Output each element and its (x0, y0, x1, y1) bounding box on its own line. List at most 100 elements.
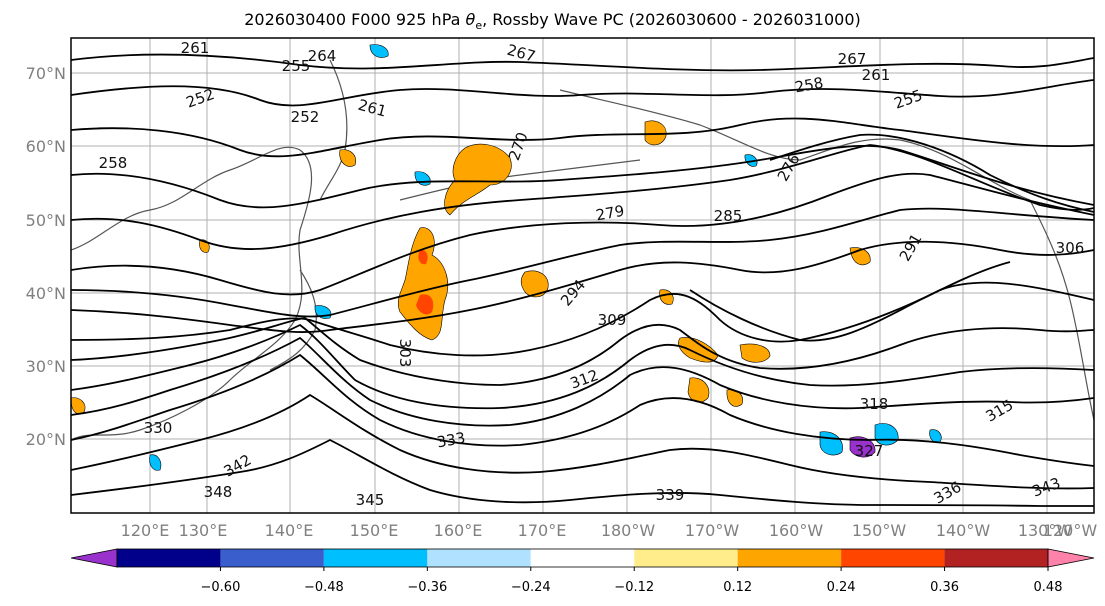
contour-label: 252 (291, 108, 320, 126)
theta-e-contour (71, 144, 1094, 250)
shaded-anomalies (71, 44, 942, 471)
colorbar-segment (117, 549, 221, 567)
contour-label: 306 (1056, 239, 1085, 257)
anomaly-positive-orange (444, 143, 512, 216)
theta-e-contour (71, 323, 1094, 410)
coastline-alaska (559, 89, 1031, 201)
theta-e-contour (689, 261, 1011, 342)
coastlines (71, 59, 1094, 441)
colorbar-tick-label: 0.24 (827, 580, 856, 595)
colorbar-segment (841, 549, 945, 567)
contour-label: 255 (282, 57, 311, 75)
contour-label: 258 (99, 154, 128, 172)
latitude-label: 50°N (26, 211, 66, 230)
longitude-label: 120°E (121, 521, 170, 540)
colorbar-segment (737, 549, 842, 567)
anomaly-positive-red (416, 294, 434, 315)
coastline-asia (71, 146, 313, 441)
colorbar-tick-label: 0.48 (1034, 580, 1063, 595)
theta-e-contour (71, 172, 1094, 296)
colorbar-segment (220, 549, 324, 567)
contour-label: 264 (308, 47, 337, 65)
theta-e-contour (71, 438, 1094, 507)
contour-label: 327 (855, 442, 884, 460)
colorbar (70, 548, 1095, 568)
theta-e-contours (71, 53, 1094, 507)
colorbar-tick-label: −0.60 (201, 580, 241, 595)
theta-e-contour (71, 281, 1094, 357)
contour-label: 309 (598, 311, 627, 329)
colorbar-tick-label: −0.48 (304, 580, 344, 595)
longitude-label: 140°E (265, 521, 314, 540)
map-title: 2026030400 F000 925 hPa θe, Rossby Wave … (0, 10, 1105, 32)
coastline-north-america (1029, 199, 1094, 421)
longitude-label: 120°W (1043, 521, 1098, 540)
contour-label: 279 (594, 202, 625, 225)
theta-e-contour (71, 207, 1094, 318)
coastline-aleutians (399, 159, 641, 201)
longitude-label: 150°E (350, 521, 399, 540)
anomaly-positive-orange (339, 149, 356, 167)
contour-label: 303 (396, 339, 414, 368)
theta-e-contour (71, 353, 1094, 467)
longitude-axis: 120°E 130°E 140°E 150°E 160°E 170°E 180°W 170°W… (121, 521, 1098, 540)
theta-e-contour (71, 117, 1094, 158)
contour-label: 339 (656, 486, 685, 504)
anomaly-positive-red (418, 249, 428, 265)
latitude-label: 30°N (26, 357, 66, 376)
longitude-label: 130°E (179, 521, 228, 540)
latitude-label: 60°N (26, 137, 66, 156)
theta-e-contour (71, 393, 1094, 490)
theta-e-contour (769, 133, 1094, 213)
colorbar-tick-label: 0.12 (723, 580, 752, 595)
longitude-label: 150°W (852, 521, 907, 540)
map-frame (70, 37, 1095, 514)
colorbar-outline (116, 548, 1049, 568)
colorbar-segment (944, 549, 1048, 567)
contour-label: 261 (181, 39, 210, 57)
contour-label: 285 (714, 207, 743, 225)
longitude-label: 180°W (601, 521, 656, 540)
anomaly-positive-orange (687, 377, 710, 403)
theta-e-contour (71, 79, 1094, 107)
map-background (71, 38, 1094, 513)
gridlines (71, 38, 1094, 513)
longitude-label: 140°W (936, 521, 991, 540)
contour-label: 318 (860, 395, 889, 413)
colorbar-segment (427, 549, 531, 567)
contour-label: 258 (793, 74, 824, 97)
contour-label: 345 (356, 491, 385, 509)
latitude-axis: 70°N 60°N 50°N 40°N 30°N 20°N (26, 64, 66, 449)
anomaly-positive-orange (71, 397, 86, 415)
contour-label: 348 (204, 483, 233, 501)
colorbar-segment (530, 549, 635, 567)
colorbar-segment (323, 549, 428, 567)
anomaly-negative-blue (369, 44, 389, 58)
latitude-label: 20°N (26, 430, 66, 449)
anomaly-positive-orange (678, 337, 719, 363)
colorbar-tick-label: −0.24 (511, 580, 551, 595)
contour-label: 261 (862, 66, 891, 84)
colorbar-extend-high (1047, 548, 1095, 568)
longitude-label: 130°W (1018, 521, 1073, 540)
theta-e-contour (71, 317, 1094, 386)
longitude-label: 170°W (685, 521, 740, 540)
latitude-label: 70°N (26, 64, 66, 83)
anomaly-positive-orange (739, 343, 771, 363)
anomaly-negative-purple (849, 436, 876, 458)
theta-e-contour (71, 240, 1094, 333)
colorbar-tick-label: 0.36 (930, 580, 959, 595)
title-prefix: 2026030400 F000 925 hPa (244, 10, 466, 29)
theta-subscript: e (475, 19, 483, 33)
theta-e-contour (71, 53, 1094, 72)
colorbar-ticks: −0.60 −0.48 −0.36 −0.24 −0.12 0.12 0.24 0.36 0.4… (201, 567, 1063, 595)
anomaly-positive-orange (397, 227, 449, 341)
title-suffix: , Rossby Wave PC (2026030600 - 202603100… (482, 10, 861, 29)
colorbar-tick-label: −0.36 (407, 580, 447, 595)
contour-label: 333 (435, 429, 466, 452)
colorbar-tick-label: −0.12 (614, 580, 654, 595)
coastline-japan (269, 269, 317, 371)
longitude-label: 160°E (434, 521, 483, 540)
